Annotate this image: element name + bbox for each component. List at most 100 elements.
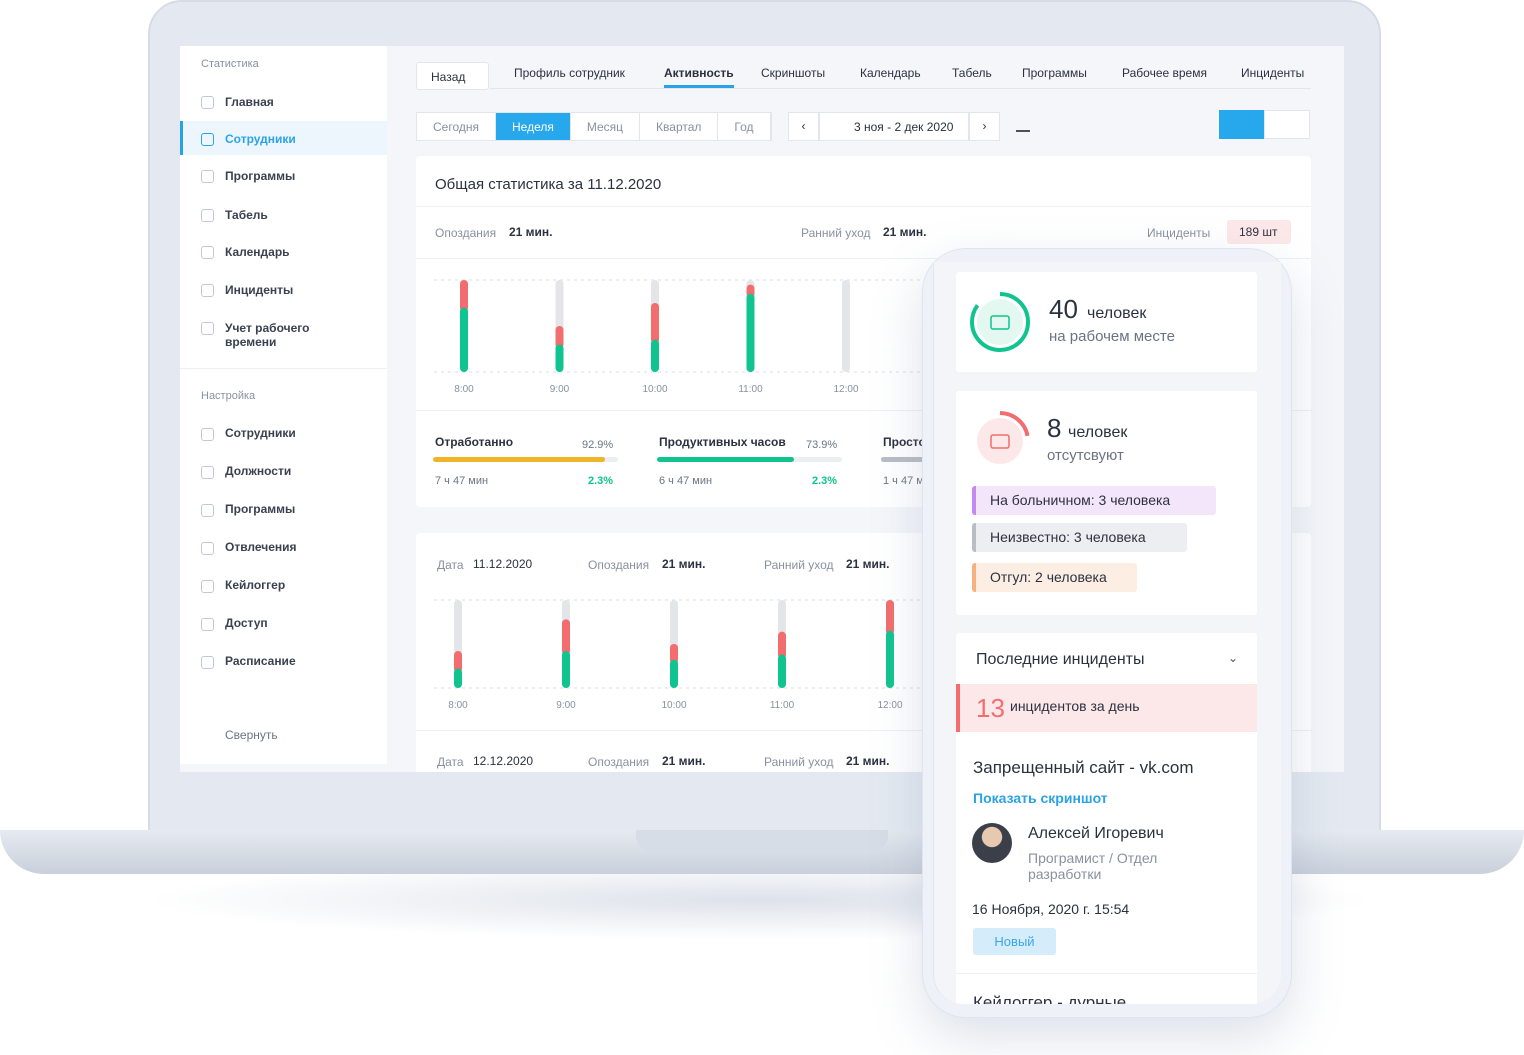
divider xyxy=(416,258,1311,259)
menu-icon xyxy=(201,428,214,441)
tab[interactable]: Инциденты xyxy=(1241,66,1305,80)
x-tick-label: 12:00 xyxy=(877,700,902,711)
sidebar-title: Настройка xyxy=(201,390,256,402)
bar-late xyxy=(562,619,570,656)
menu-item[interactable]: Учет рабочего времени xyxy=(225,321,310,349)
early-label: Ранний уход xyxy=(764,755,834,769)
sidebar-divider xyxy=(180,368,387,369)
metric-bar-decor xyxy=(881,457,941,462)
menu-item[interactable]: Главная xyxy=(225,95,274,109)
divider xyxy=(956,973,1257,974)
bar-work xyxy=(460,307,468,372)
x-tick-label: 9:00 xyxy=(550,384,570,395)
menu-icon xyxy=(201,618,214,631)
menu-icon xyxy=(201,96,214,109)
metric-delta: 2.3% xyxy=(588,475,614,487)
bar-work xyxy=(670,659,678,688)
bar-late xyxy=(555,326,564,349)
tab[interactable]: Табель xyxy=(952,66,992,80)
late-label: Опоздания xyxy=(588,755,650,769)
ring xyxy=(970,292,1030,352)
menu-icon xyxy=(201,284,214,297)
tab[interactable]: Скриншоты xyxy=(761,66,826,80)
metric-time: 7 ч 47 мин xyxy=(435,475,489,487)
present-text: на рабочем месте xyxy=(1049,328,1175,345)
active-bar xyxy=(180,121,183,155)
next-incident: Кейлоггер - дурные xyxy=(973,993,1127,1004)
menu-item[interactable]: Программы xyxy=(225,169,296,183)
range-prev[interactable]: ‹ xyxy=(788,112,819,141)
metric-bar xyxy=(433,457,605,462)
present-unit: человек xyxy=(1087,305,1147,322)
bar-late xyxy=(778,631,786,659)
menu-item[interactable]: Инциденты xyxy=(225,283,294,297)
metric-delta: 2.3% xyxy=(812,475,838,487)
date-label: Дата xyxy=(437,755,464,769)
menu-item[interactable]: Отвлечения xyxy=(225,540,297,554)
menu-item[interactable]: Сотрудники xyxy=(225,132,296,146)
status-badge: Новый xyxy=(973,928,1056,955)
early-value: 21 мин. xyxy=(846,754,890,768)
incidents-badge: 189 шт xyxy=(1227,220,1291,244)
period-button[interactable]: Месяц xyxy=(571,113,641,140)
late-label: Опоздания xyxy=(435,226,497,240)
divider xyxy=(416,410,1311,411)
view-list[interactable] xyxy=(1264,110,1310,139)
person-role: Програмист / Отдел разработки xyxy=(1028,850,1158,882)
menu-item[interactable]: Кейлоггер xyxy=(225,578,286,592)
screen: Статистика Главная Сотрудники Программы Табе… xyxy=(180,46,1344,772)
view-chart[interactable] xyxy=(1219,110,1264,139)
period-button[interactable]: Квартал xyxy=(640,113,719,140)
menu-item[interactable]: Сотрудники xyxy=(225,426,296,440)
menu-item[interactable]: Табель xyxy=(225,208,268,222)
x-tick-label: 10:00 xyxy=(661,700,686,711)
briefcase xyxy=(990,434,1010,449)
menu-item[interactable]: Должности xyxy=(225,464,292,478)
incidents-count: 13 xyxy=(976,693,1005,723)
summary-title: Общая статистика за 11.12.2020 xyxy=(435,176,662,193)
menu-icon xyxy=(201,580,214,593)
date-label: Дата xyxy=(437,558,464,572)
x-tick-label: 10:00 xyxy=(642,384,667,395)
range-next[interactable]: › xyxy=(969,112,1000,141)
briefcase xyxy=(990,315,1010,330)
tab[interactable]: Программы xyxy=(1022,66,1087,80)
x-tick-label: 11:00 xyxy=(770,700,795,711)
tabs-line xyxy=(490,88,1311,89)
menu-icon xyxy=(201,322,214,335)
menu-item[interactable]: Доступ xyxy=(225,616,268,630)
menu-icon xyxy=(201,656,214,669)
range-box[interactable]: 3 ноя - 2 дек 2020 xyxy=(819,112,969,141)
incident-date: 16 Ноября, 2020 г. 15:54 xyxy=(972,901,1130,917)
bar-work xyxy=(746,293,755,372)
metric-label: Продуктивных часов xyxy=(659,435,786,449)
tab[interactable]: Календарь xyxy=(860,66,921,80)
tab[interactable]: Активность xyxy=(664,66,734,80)
incidents-strip xyxy=(956,684,1257,732)
menu-item[interactable]: Программы xyxy=(225,502,296,516)
back-button[interactable]: Назад xyxy=(416,62,489,90)
ring-bg xyxy=(977,299,1023,345)
laptop-notch xyxy=(636,830,888,852)
period-button[interactable]: Неделя xyxy=(496,113,571,140)
screenshot-link[interactable]: Показать скриншот xyxy=(973,790,1108,806)
period-button[interactable]: Сегодня xyxy=(417,113,496,140)
period-button[interactable]: Год xyxy=(718,113,771,140)
incidents-label: Инциденты xyxy=(1147,226,1211,240)
late-value: 21 мин. xyxy=(662,557,706,571)
phone-card: Последние инциденты ⌄ 13 инцидентов за день… xyxy=(956,633,1257,1004)
absent-unit: человек xyxy=(1068,424,1128,441)
menu-icon xyxy=(201,170,214,183)
menu-item[interactable]: Календарь xyxy=(225,245,290,259)
absence-tag: Отгул: 2 человека xyxy=(972,563,1137,592)
metric-label: Отработанно xyxy=(435,435,514,449)
tab[interactable]: Профиль сотрудник xyxy=(514,66,625,80)
phone-card: 8 человек отсутсвуют На больничном: 3 челов… xyxy=(956,391,1257,615)
download-icon[interactable] xyxy=(1016,118,1030,132)
metric-percent: 92.9% xyxy=(582,439,614,451)
tab[interactable]: Рабочее время xyxy=(1122,66,1207,80)
menu-item[interactable]: Расписание xyxy=(225,654,296,668)
chevron[interactable]: ⌄ xyxy=(1228,651,1239,665)
absence-tag: Неизвестно: 3 человека xyxy=(972,523,1187,552)
collapse[interactable]: Свернуть xyxy=(225,728,278,742)
